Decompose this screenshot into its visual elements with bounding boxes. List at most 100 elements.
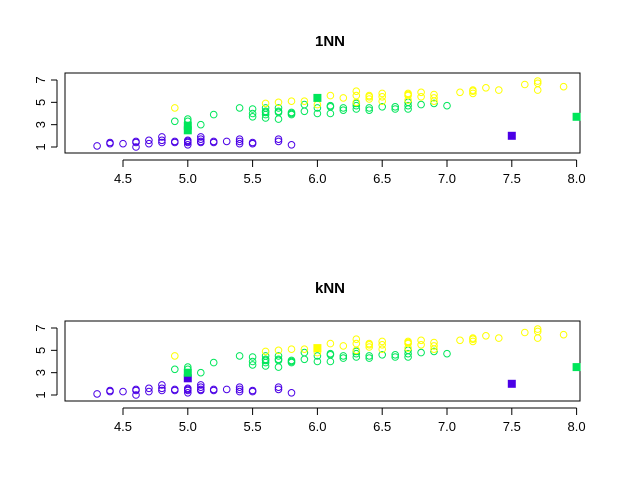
point-class2 (326, 349, 335, 358)
prediction-point-class2 (572, 363, 581, 372)
point-class1 (132, 143, 140, 151)
point-class2 (391, 103, 400, 111)
point-class1 (158, 384, 166, 393)
point-class1 (132, 391, 140, 399)
point-class3 (417, 336, 425, 345)
point-class1 (171, 385, 179, 394)
point-class2 (326, 109, 335, 118)
point-class1 (145, 136, 153, 145)
point-class1 (274, 135, 283, 143)
prediction-point-class1 (507, 131, 516, 140)
point-class3 (378, 337, 387, 346)
point-class2 (352, 101, 361, 110)
point-class1 (274, 385, 283, 394)
prediction-point-class3 (313, 344, 322, 353)
point-class2 (197, 120, 205, 129)
point-class1 (184, 384, 192, 393)
point-class1 (235, 137, 244, 146)
point-class2 (261, 352, 270, 360)
prediction-point-class2 (313, 93, 322, 102)
point-class3 (352, 87, 361, 95)
point-class1 (184, 389, 192, 397)
point-class3 (495, 334, 503, 342)
point-class1 (248, 138, 257, 147)
point-class2 (287, 356, 296, 365)
point-class1 (171, 137, 179, 146)
plot-frame (64, 320, 581, 402)
point-class3 (378, 341, 387, 349)
point-class2 (339, 352, 348, 360)
point-class2 (248, 109, 257, 118)
point-class1 (132, 137, 140, 146)
point-class1 (132, 385, 140, 394)
y-tick-label: 5 (33, 347, 48, 354)
point-class2 (248, 361, 257, 369)
point-class3 (533, 327, 542, 336)
point-class1 (119, 139, 127, 148)
point-class2 (300, 355, 309, 364)
point-class3 (404, 337, 412, 346)
point-class2 (365, 106, 374, 114)
point-class3 (378, 89, 387, 98)
point-class3 (559, 82, 568, 91)
point-class2 (365, 354, 374, 362)
point-class2 (274, 107, 283, 116)
point-class2 (326, 101, 335, 110)
point-class1 (197, 135, 205, 143)
chart-title: kNN (315, 280, 345, 297)
x-tick-label: 4.5 (114, 419, 132, 434)
point-class3 (274, 346, 283, 355)
point-class2 (417, 348, 425, 357)
plot-frame (64, 72, 581, 154)
point-class1 (106, 386, 114, 395)
point-class3 (469, 337, 477, 346)
point-class2 (274, 104, 283, 112)
point-class3 (287, 345, 296, 354)
x-tick-label: 4.5 (114, 171, 132, 186)
x-tick-label: 5.0 (179, 171, 197, 186)
point-class2 (326, 357, 335, 366)
point-class3 (533, 325, 542, 333)
point-class3 (430, 90, 438, 99)
point-class2 (274, 363, 283, 371)
point-class3 (417, 88, 425, 97)
point-class3 (274, 98, 283, 107)
point-class1 (197, 385, 205, 394)
point-class1 (158, 133, 166, 141)
point-class3 (171, 104, 179, 112)
point-class3 (430, 94, 438, 102)
point-class1 (235, 139, 244, 148)
point-class3 (339, 94, 348, 102)
point-class3 (430, 342, 438, 350)
point-class2 (287, 108, 296, 117)
point-class2 (209, 358, 218, 367)
prediction-point-class2 (183, 121, 192, 130)
point-class1 (145, 139, 153, 148)
point-class2 (339, 354, 348, 362)
point-class2 (443, 349, 451, 358)
point-class1 (184, 141, 192, 149)
point-class3 (171, 352, 179, 360)
point-class3 (352, 339, 361, 348)
y-tick-label: 3 (33, 121, 48, 128)
point-class1 (197, 133, 205, 141)
point-class2 (352, 349, 361, 358)
point-class1 (235, 385, 244, 394)
point-class3 (378, 93, 387, 101)
point-class3 (417, 341, 425, 349)
point-class3 (469, 334, 477, 342)
point-class2 (171, 365, 179, 374)
point-class1 (248, 386, 257, 395)
point-class2 (430, 347, 438, 356)
point-class2 (417, 100, 425, 109)
point-class1 (222, 385, 231, 394)
point-class3 (456, 88, 464, 97)
x-tick-label: 6.5 (373, 419, 391, 434)
point-class2 (248, 353, 257, 361)
point-class3 (365, 339, 374, 348)
point-class2 (404, 349, 412, 358)
x-tick-label: 5.5 (244, 419, 262, 434)
y-tick-label: 1 (33, 143, 48, 150)
point-class2 (274, 352, 283, 360)
